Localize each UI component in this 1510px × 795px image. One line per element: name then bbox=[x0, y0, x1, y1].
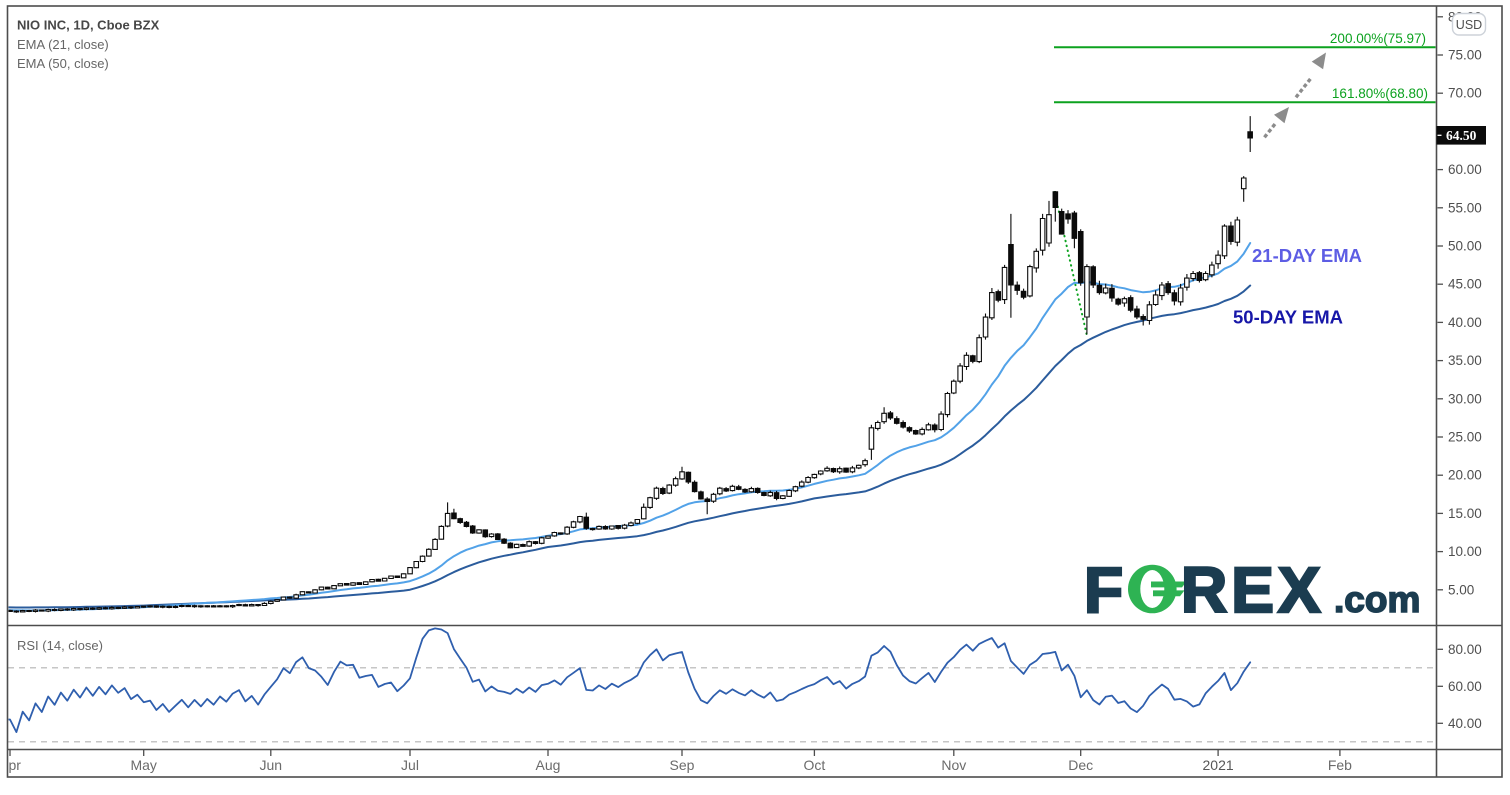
svg-text:25.00: 25.00 bbox=[1448, 430, 1482, 445]
svg-text:F: F bbox=[1084, 554, 1123, 626]
svg-text:Dec: Dec bbox=[1068, 757, 1093, 773]
svg-text:30.00: 30.00 bbox=[1448, 391, 1482, 406]
svg-text:2021: 2021 bbox=[1203, 757, 1234, 773]
svg-text:EMA (50, close): EMA (50, close) bbox=[17, 56, 109, 71]
svg-text:21-DAY EMA: 21-DAY EMA bbox=[1252, 245, 1362, 266]
svg-text:35.00: 35.00 bbox=[1448, 353, 1482, 368]
svg-text:80.00: 80.00 bbox=[1448, 642, 1482, 657]
svg-text:Nov: Nov bbox=[941, 757, 966, 773]
svg-text:15.00: 15.00 bbox=[1448, 506, 1482, 521]
svg-text:REX: REX bbox=[1181, 554, 1325, 626]
svg-text:Feb: Feb bbox=[1328, 757, 1352, 773]
svg-text:70.00: 70.00 bbox=[1448, 86, 1482, 101]
svg-text:May: May bbox=[130, 757, 156, 773]
svg-text:50.00: 50.00 bbox=[1448, 239, 1482, 254]
svg-text:Oct: Oct bbox=[804, 757, 826, 773]
svg-text:Apr: Apr bbox=[0, 757, 21, 773]
svg-text:RSI (14, close): RSI (14, close) bbox=[17, 638, 103, 653]
svg-text:EMA (21, close): EMA (21, close) bbox=[17, 37, 109, 52]
svg-text:10.00: 10.00 bbox=[1448, 544, 1482, 559]
svg-text:USD: USD bbox=[1456, 18, 1482, 32]
svg-text:60.00: 60.00 bbox=[1448, 679, 1482, 694]
svg-text:20.00: 20.00 bbox=[1448, 468, 1482, 483]
svg-text:Jul: Jul bbox=[401, 757, 419, 773]
svg-text:55.00: 55.00 bbox=[1448, 200, 1482, 215]
svg-text:Sep: Sep bbox=[670, 757, 695, 773]
svg-text:5.00: 5.00 bbox=[1448, 582, 1474, 597]
svg-text:45.00: 45.00 bbox=[1448, 277, 1482, 292]
svg-text:.com: .com bbox=[1334, 579, 1420, 620]
svg-text:200.00%(75.97): 200.00%(75.97) bbox=[1330, 31, 1426, 46]
svg-text:Aug: Aug bbox=[536, 757, 561, 773]
svg-text:Jun: Jun bbox=[260, 757, 283, 773]
svg-text:60.00: 60.00 bbox=[1448, 162, 1482, 177]
svg-text:64.50: 64.50 bbox=[1446, 128, 1477, 143]
svg-text:161.80%(68.80): 161.80%(68.80) bbox=[1332, 86, 1428, 101]
svg-text:40.00: 40.00 bbox=[1448, 716, 1482, 731]
svg-text:75.00: 75.00 bbox=[1448, 48, 1482, 63]
svg-text:NIO INC, 1D, Cboe BZX: NIO INC, 1D, Cboe BZX bbox=[17, 18, 160, 33]
svg-text:40.00: 40.00 bbox=[1448, 315, 1482, 330]
svg-text:50-DAY EMA: 50-DAY EMA bbox=[1233, 307, 1343, 328]
